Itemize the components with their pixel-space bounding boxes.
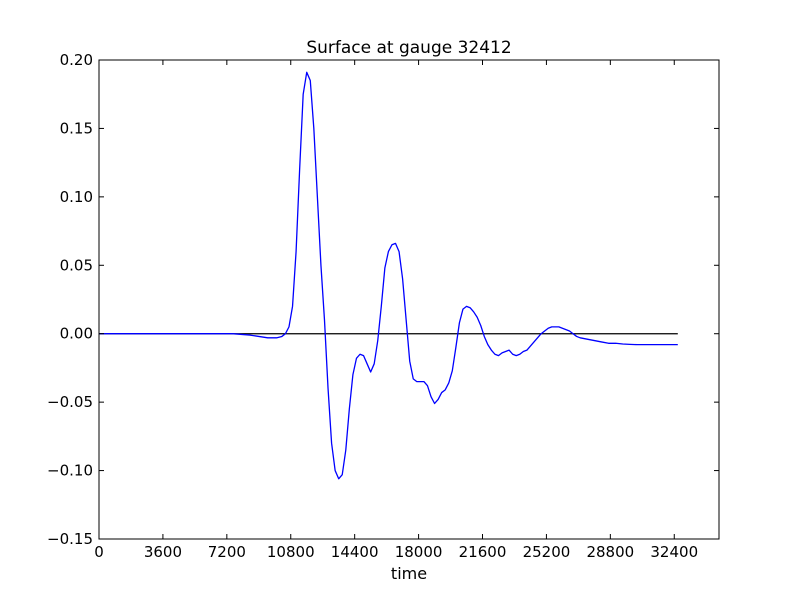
y-tick-label: 0.05 — [60, 256, 93, 274]
y-tick-label: 0.15 — [60, 119, 93, 137]
y-tick-label: 0.00 — [60, 325, 93, 343]
x-tick-label: 7200 — [208, 543, 246, 561]
x-tick-label: 10800 — [267, 543, 315, 561]
plot-frame — [98, 59, 720, 540]
y-tick-label: −0.15 — [47, 530, 93, 548]
x-tick-label: 3600 — [144, 543, 182, 561]
x-tick-label: 18000 — [395, 543, 443, 561]
y-tick-label: 0.10 — [60, 188, 93, 206]
y-tick-label: −0.10 — [47, 462, 93, 480]
chart-title: Surface at gauge 32412 — [306, 38, 511, 58]
x-axis-label: time — [391, 564, 427, 583]
plot-area: 0 3600 7200 10800 14400 18000 21600 25200 28800 3… — [47, 51, 720, 561]
x-tick-label: 0 — [94, 543, 104, 561]
y-tick-label: −0.05 — [47, 393, 93, 411]
x-tick-label: 14400 — [331, 543, 379, 561]
y-tick-label: 0.20 — [60, 51, 93, 69]
x-tick-label: 28800 — [586, 543, 634, 561]
series-line-1 — [99, 71, 678, 480]
x-tick-label: 21600 — [459, 543, 507, 561]
x-tick-label: 25200 — [523, 543, 571, 561]
x-tick-label: 32400 — [650, 543, 698, 561]
